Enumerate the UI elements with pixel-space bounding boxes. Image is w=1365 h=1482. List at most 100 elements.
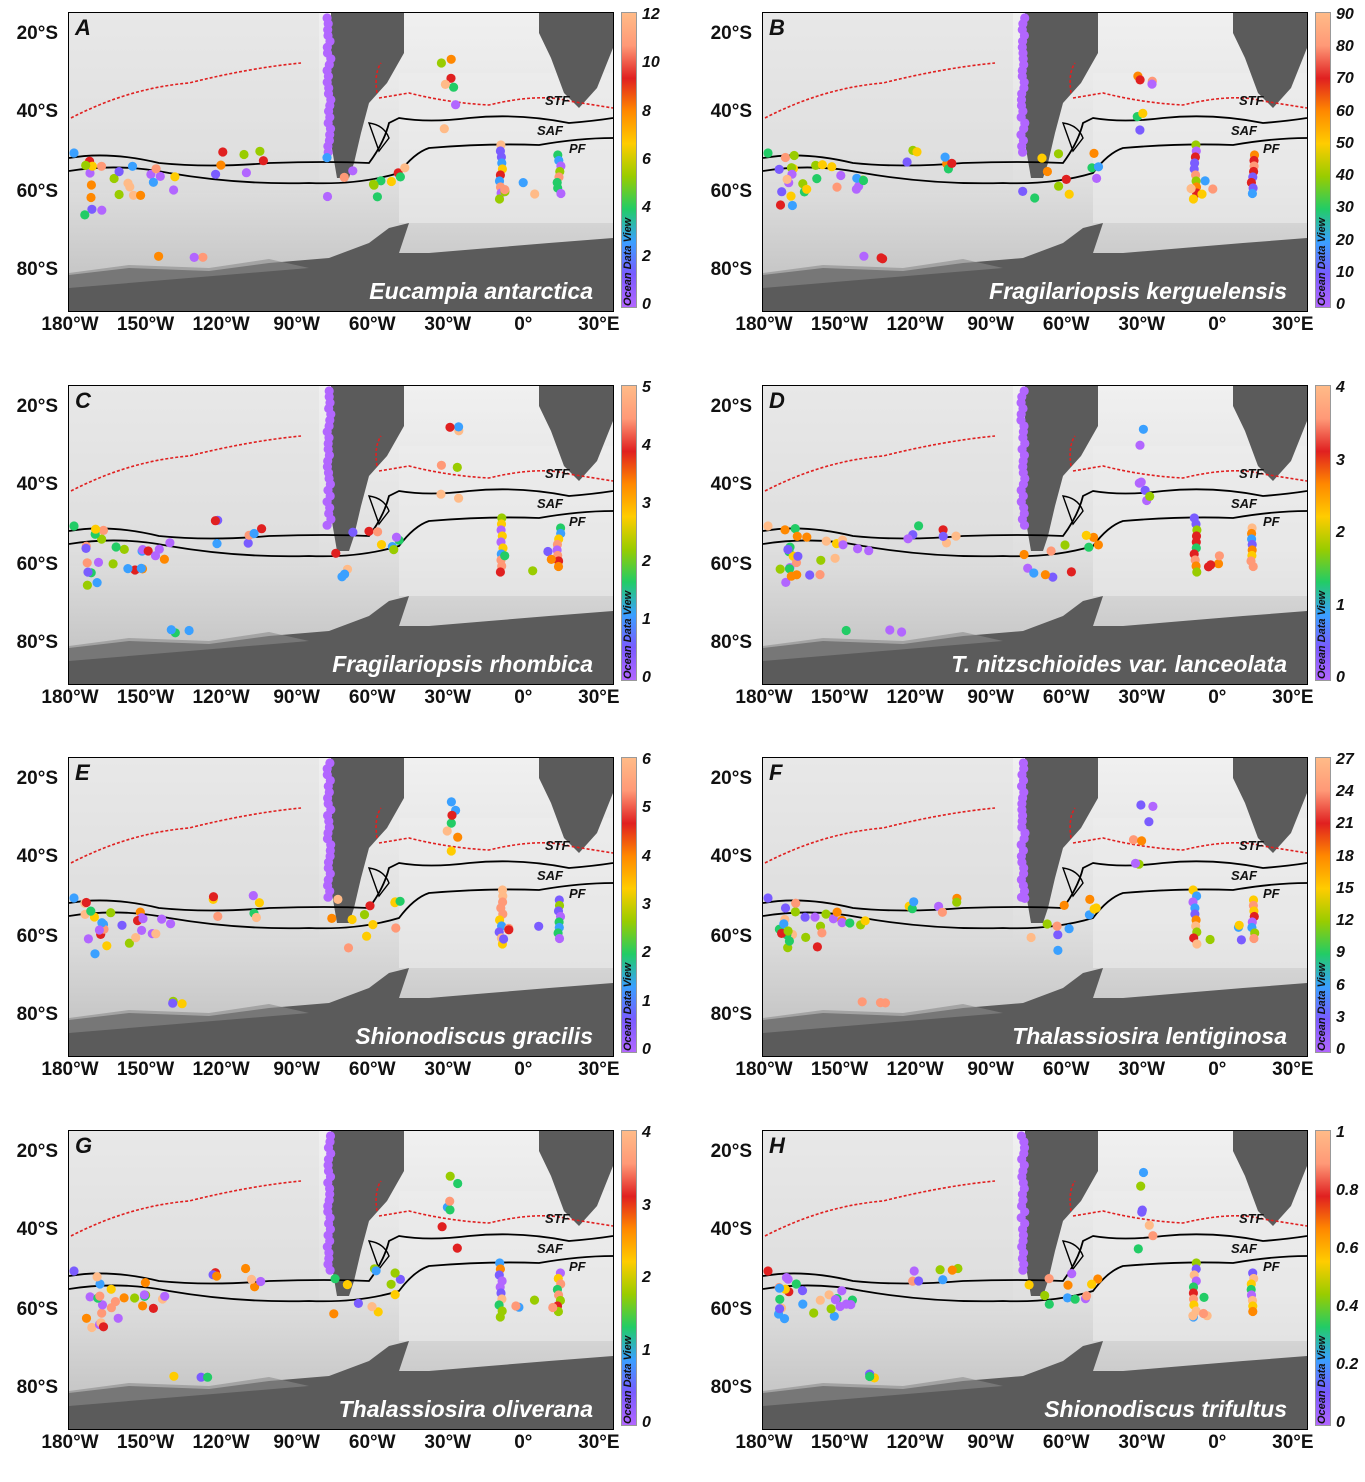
station-marker: [322, 520, 332, 530]
latitude-label: 20°S: [710, 23, 752, 44]
station-marker: [353, 1298, 363, 1308]
station-marker: [347, 914, 357, 925]
front-label: STF: [1239, 466, 1264, 481]
longitude-label: 30°W: [424, 314, 472, 335]
species-name: T. nitzschioides var. lanceolata: [951, 651, 1287, 677]
station-marker: [817, 160, 827, 170]
station-marker: [114, 167, 124, 177]
station-marker: [325, 1265, 335, 1275]
station-marker: [786, 191, 796, 201]
latitude-label: 40°S: [710, 846, 752, 867]
colorbar-tick-label: 21: [1336, 815, 1354, 833]
antarctica-land: [69, 596, 613, 684]
colorbar-tick-label: 6: [642, 751, 651, 768]
station-marker: [1081, 530, 1091, 540]
station-marker: [98, 1322, 109, 1332]
falkland-front: [367, 495, 390, 526]
station-marker: [1053, 149, 1064, 159]
map-panel: 20°S 40°S 60°S 80°S 180°W 150°W 120°W 90°W 60°W 3…: [0, 0, 682, 364]
station-marker: [322, 191, 333, 202]
latitude-label: 40°S: [710, 101, 752, 122]
colorbar-tick-label: 1: [642, 992, 651, 1010]
front-label: SAF: [1231, 1241, 1257, 1256]
station-marker: [1206, 560, 1216, 570]
longitude-label: 120°W: [192, 1432, 250, 1453]
station-marker: [858, 175, 869, 186]
longitude-label: 90°W: [967, 314, 1014, 335]
station-marker: [169, 1371, 179, 1381]
station-marker: [449, 82, 459, 92]
stf-front-atlantic: [375, 807, 613, 854]
pf-front: [763, 510, 1307, 558]
longitude-label: 60°W: [1042, 1432, 1090, 1453]
station-marker: [1134, 478, 1144, 488]
latitude-label: 80°S: [16, 632, 58, 653]
station-marker: [136, 190, 146, 200]
station-marker: [938, 525, 948, 535]
longitude-label: 30°W: [1118, 1059, 1166, 1080]
basemap-svg: [763, 13, 1307, 311]
station-marker: [143, 546, 153, 556]
map-panel: 20°S 40°S 60°S 80°S 180°W 150°W 120°W 90°W 60°W 3…: [694, 1118, 1365, 1482]
station-marker: [1042, 166, 1052, 177]
station-marker: [322, 153, 332, 163]
station-marker: [442, 826, 452, 836]
latitude-label: 20°S: [710, 396, 752, 417]
colorbar-tick-label: 0: [642, 669, 651, 686]
map-panel: 20°S 40°S 60°S 80°S 180°W 150°W 120°W 90°W 60°W 3…: [694, 373, 1365, 737]
station-marker: [1093, 162, 1104, 172]
latitude-label: 20°S: [710, 768, 752, 789]
station-marker: [494, 194, 505, 204]
stf-front-pacific: [70, 1180, 302, 1237]
station-marker: [154, 251, 164, 261]
station-marker: [903, 534, 913, 544]
longitude-label: 0°: [514, 687, 533, 708]
station-marker: [453, 832, 463, 842]
station-marker: [250, 1282, 260, 1292]
station-marker: [1093, 1274, 1103, 1284]
station-marker: [805, 570, 815, 580]
station-marker: [446, 54, 456, 64]
longitude-label: 0°: [514, 1059, 533, 1080]
pf-front: [69, 137, 613, 185]
front-label: SAF: [1231, 496, 1257, 511]
longitude-label: 180°W: [735, 1059, 793, 1080]
station-marker: [111, 542, 121, 552]
latitude-label: 40°S: [710, 1219, 752, 1240]
station-marker: [1044, 1299, 1054, 1309]
station-marker: [1236, 935, 1246, 945]
station-marker: [212, 1271, 222, 1281]
station-marker: [323, 892, 333, 902]
station-marker: [400, 163, 410, 173]
species-name: Thalassiosira oliverana: [338, 1396, 593, 1422]
stf-front-atlantic: [375, 435, 613, 482]
pf-front: [763, 1255, 1307, 1303]
colorbar-tick-label: 0: [642, 1041, 651, 1058]
station-marker: [938, 1275, 948, 1285]
basemap-svg: [69, 13, 613, 311]
station-marker: [256, 1276, 266, 1287]
station-marker: [791, 1279, 801, 1289]
station-marker: [329, 1309, 339, 1319]
colorbar-tick-label: 2: [1336, 524, 1345, 541]
station-marker: [1145, 491, 1155, 501]
map-area: STF SAF PF G Thalassiosira oliverana: [68, 1130, 614, 1430]
station-marker: [1042, 919, 1052, 929]
station-marker: [395, 1274, 405, 1284]
colorbar-tick-label: 20: [1336, 231, 1354, 249]
station-marker: [780, 152, 790, 163]
station-marker: [371, 1266, 381, 1276]
station-marker: [1135, 75, 1145, 85]
station-marker: [812, 174, 822, 184]
station-marker: [1054, 181, 1064, 191]
longitude-label: 120°W: [886, 687, 944, 708]
station-marker: [798, 1299, 808, 1309]
longitude-label: 30°W: [1118, 1432, 1166, 1453]
station-marker: [1019, 549, 1029, 560]
station-marker: [859, 251, 869, 261]
station-marker: [109, 173, 119, 184]
station-marker: [213, 911, 223, 921]
longitude-label: 150°W: [810, 314, 869, 335]
station-marker: [113, 1313, 123, 1323]
colorbar-tick-label: 1: [642, 611, 651, 628]
